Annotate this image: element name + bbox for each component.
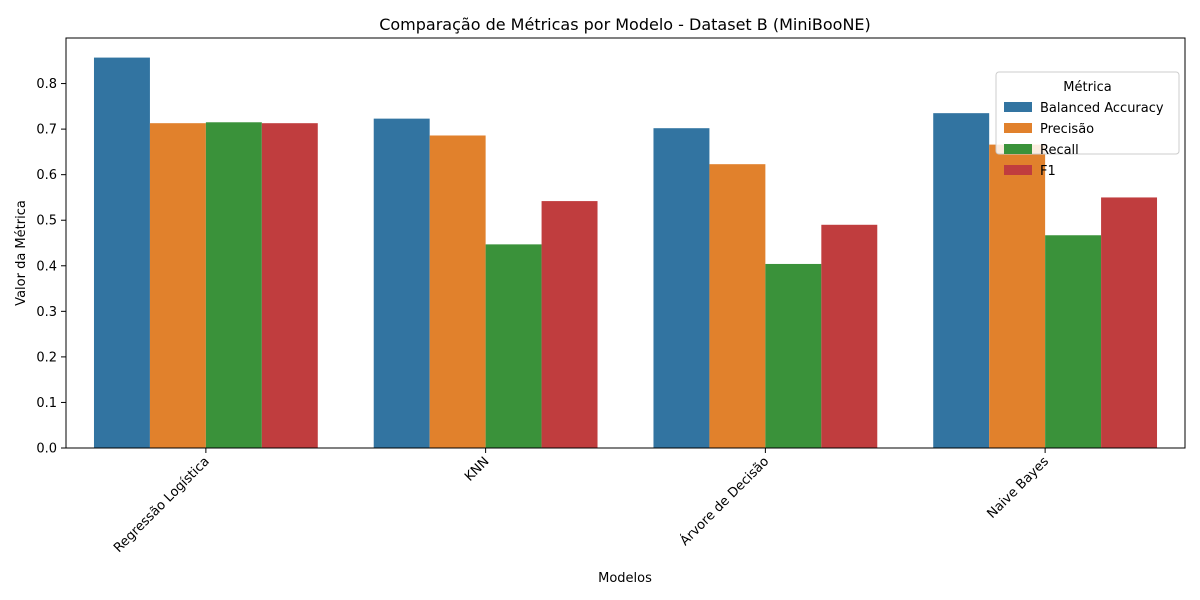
legend-entry-label: F1 xyxy=(1040,164,1056,179)
x-tick-label: Regressão Logística xyxy=(111,454,213,556)
bar-knn-recall xyxy=(485,244,542,448)
legend-box xyxy=(995,71,1180,155)
y-tick-label: 0.7 xyxy=(36,123,57,138)
bar--rvore-de-decis-o-precis-o xyxy=(709,164,766,448)
bar-knn-f1 xyxy=(541,201,598,448)
bar-naive-bayes-recall xyxy=(1045,235,1102,448)
legend-title: Métrica xyxy=(1063,80,1111,95)
bar-regress-o-log-stica-precis-o xyxy=(149,123,206,448)
legend-entry-label: Balanced Accuracy xyxy=(1040,101,1164,116)
bar-naive-bayes-f1 xyxy=(1101,197,1158,448)
x-tick-label: KNN xyxy=(462,454,492,484)
y-tick-label: 0.4 xyxy=(36,259,57,274)
y-tick-label: 0.1 xyxy=(36,396,57,411)
x-tick-label: Árvore de Decisão xyxy=(677,453,772,548)
y-tick-label: 0.8 xyxy=(36,77,57,92)
legend-swatch xyxy=(1004,165,1032,175)
x-axis-label: Modelos xyxy=(598,571,652,586)
y-tick-label: 0.2 xyxy=(36,350,57,365)
legend-entry-label: Recall xyxy=(1040,143,1079,158)
bar-regress-o-log-stica-recall xyxy=(205,122,262,449)
bar-regress-o-log-stica-f1 xyxy=(261,123,318,448)
bar-knn-balanced-accuracy xyxy=(373,118,430,448)
bars-layer xyxy=(93,57,1158,449)
legend: Métrica Balanced Accuracy Precisão Recall F1 xyxy=(995,71,1180,179)
y-tick-label: 0.3 xyxy=(36,305,57,320)
chart-title: Comparação de Métricas por Modelo - Data… xyxy=(379,15,871,34)
x-tick-label: Naive Bayes xyxy=(984,454,1052,522)
y-axis-label: Valor da Métrica xyxy=(14,200,29,306)
bar-knn-precis-o xyxy=(429,135,486,448)
bar-regress-o-log-stica-balanced-accuracy xyxy=(93,57,150,448)
bar-naive-bayes-balanced-accuracy xyxy=(933,113,990,449)
legend-entry-label: Precisão xyxy=(1040,122,1094,137)
bar--rvore-de-decis-o-f1 xyxy=(821,224,878,448)
y-tick-label: 0.5 xyxy=(36,214,57,229)
legend-swatch xyxy=(1004,144,1032,154)
legend-swatch xyxy=(1004,123,1032,133)
bar--rvore-de-decis-o-recall xyxy=(765,263,822,448)
y-tick-label: 0.6 xyxy=(36,168,57,183)
y-tick-label: 0.0 xyxy=(36,442,57,457)
legend-swatch xyxy=(1004,102,1032,112)
bar--rvore-de-decis-o-balanced-accuracy xyxy=(653,128,710,448)
bar-naive-bayes-precis-o xyxy=(989,144,1046,448)
plot-frame xyxy=(65,37,1186,449)
